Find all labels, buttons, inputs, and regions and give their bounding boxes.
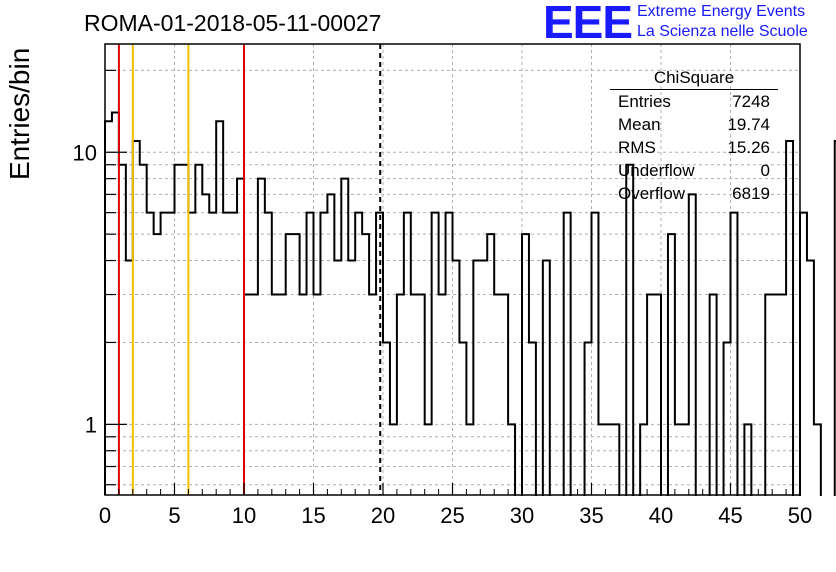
x-tick-label: 45 (718, 503, 742, 528)
x-tick-label: 15 (301, 503, 325, 528)
stats-value: 7248 (732, 92, 770, 111)
stats-label: Underflow (618, 161, 695, 180)
stats-rows: Entries 7248 Mean 19.74 RMS 15.26 Underflow 0 Ov… (610, 90, 778, 205)
x-tick-label: 20 (371, 503, 395, 528)
stats-value: 15.26 (727, 138, 770, 157)
chart-title: ROMA-01-2018-05-11-00027 (84, 10, 382, 36)
x-tick-label: 10 (232, 503, 256, 528)
x-tick-label: 5 (168, 503, 180, 528)
bottom-mask (0, 496, 836, 572)
x-tick-label: 0 (99, 503, 111, 528)
x-tick-label: 25 (440, 503, 464, 528)
y-tick-label: 1 (85, 412, 97, 437)
stats-title: ChiSquare (610, 68, 778, 90)
stats-label: RMS (618, 138, 656, 157)
y-tick-label: 10 (73, 140, 97, 165)
x-tick-label: 35 (579, 503, 603, 528)
histogram-bins (104, 111, 836, 501)
stats-value: 6819 (732, 184, 770, 203)
stats-label: Mean (618, 115, 661, 134)
eee-logo: EEE (543, 0, 633, 48)
stats-label: Entries (618, 92, 671, 111)
stats-value: 19.74 (727, 115, 770, 134)
stats-label: Overflow (618, 184, 686, 203)
stats-row-entries: Entries 7248 (610, 90, 778, 113)
x-tick-label: 40 (649, 503, 673, 528)
stats-row-underflow: Underflow 0 (610, 159, 778, 182)
stats-box: ChiSquare Entries 7248 Mean 19.74 RMS 15.26 Un… (610, 68, 778, 205)
x-tick-label: 50 (788, 503, 812, 528)
stats-row-rms: RMS 15.26 (610, 136, 778, 159)
logo-line-1: Extreme Energy Events (637, 3, 806, 20)
stats-row-overflow: Overflow 6819 (610, 182, 778, 205)
x-tick-label: 30 (510, 503, 534, 528)
logo-line-2: La Scienza nelle Scuole (637, 23, 808, 40)
stats-row-mean: Mean 19.74 (610, 113, 778, 136)
stats-value: 0 (760, 161, 770, 180)
